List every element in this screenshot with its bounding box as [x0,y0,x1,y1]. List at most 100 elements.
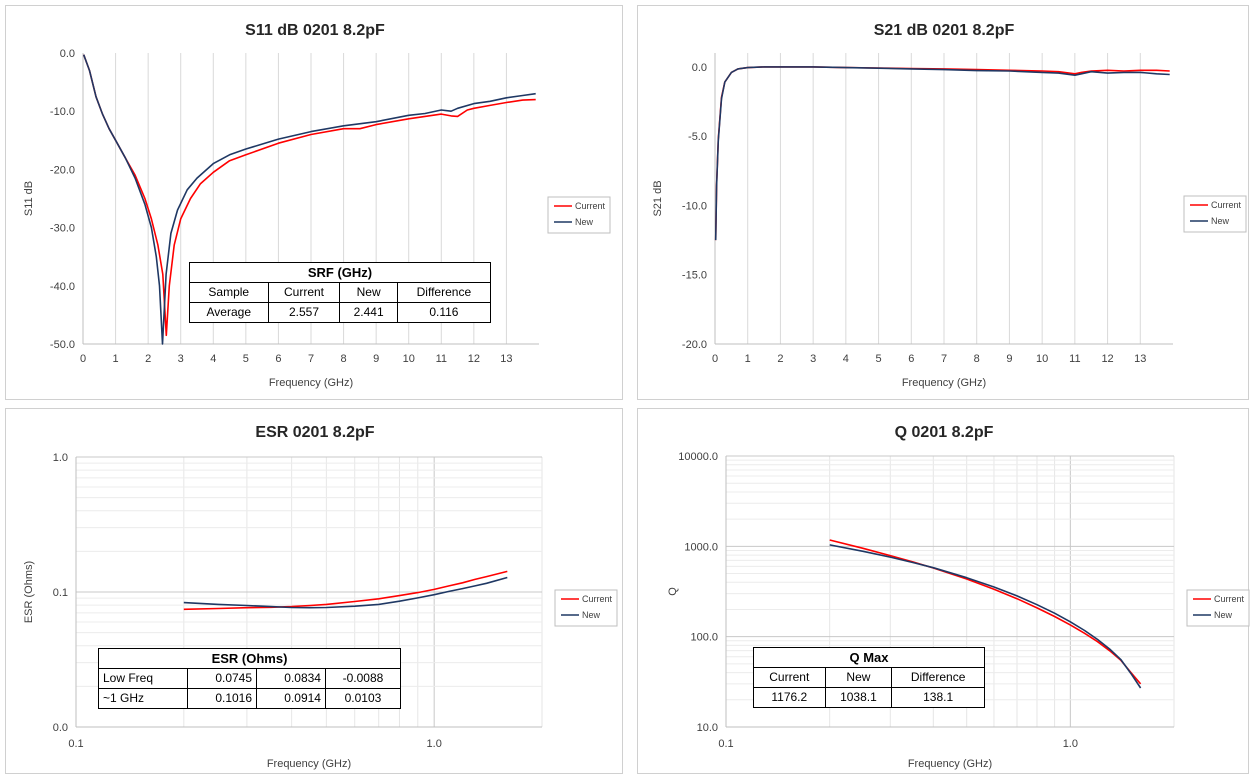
q-y-tick-label: 100.0 [690,632,718,644]
s21-x-axis-label: Frequency (GHz) [902,377,986,389]
chart-panel-s21: S21 dB 0201 8.2pF 0 1 2 3 4 5 6 7 8 9 10 11 12 13 0.0 -5… [637,5,1249,400]
q-chart: Q 0201 8.2pF 0.1 1.0 10000.0 1000.0 100.0 10.0… [667,424,1250,770]
s21-legend: Current New [1183,195,1247,233]
s21-series-line-new [714,66,1170,241]
s21-y-axis-label: S21 dB [652,180,664,216]
chart-panel-q: Q 0201 8.2pF 0.1 1.0 10000.0 1000.0 100.0 10.0… [637,408,1250,774]
s21-x-tick-label: 4 [843,353,849,365]
q-y-tick-label: 10.0 [697,722,718,734]
srf-table: SRF (GHz) Sample Current New Difference … [189,262,492,323]
esr-y-tick-label: 1.0 [53,452,68,464]
q-x-tick-label: 0.1 [718,738,733,750]
esr-legend-label-new: New [582,610,601,620]
esr-series-line-current [183,570,508,611]
esr-table-title: ESR (Ohms) [98,648,401,669]
qmax-cell-current: 1176.2 [753,687,826,708]
s11-x-tick-label: 3 [178,353,184,365]
s21-legend-label-current: Current [1211,200,1242,210]
s21-y-tick-label: 0.0 [692,62,707,74]
s21-x-tick-label: 7 [941,353,947,365]
s11-y-tick-label: 0.0 [60,48,75,60]
qmax-cell-difference: 138.1 [891,687,985,708]
esr-series-line-new [183,576,508,609]
s11-x-tick-label: 8 [341,353,347,365]
s11-x-tick-label: 4 [210,353,216,365]
s11-x-tick-label: 0 [80,353,86,365]
q-legend-label-new: New [1214,610,1233,620]
esr-cell: 0.0834 [256,668,326,689]
s21-y-tick-label: -20.0 [682,339,707,351]
chart-panel-esr: ESR 0201 8.2pF 0.1 1.0 1.0 0.1 0.0 Frequency (… [5,408,623,774]
s11-x-axis-label: Frequency (GHz) [269,377,353,389]
esr-row-label: ~1 GHz [97,688,189,709]
srf-cell-new: 2.441 [339,302,398,323]
qmax-header-current: Current [753,667,826,688]
esr-cell: 0.1016 [187,688,258,709]
q-legend: Current New [1186,589,1250,627]
esr-legend-label-current: Current [582,594,613,604]
srf-cell-current: 2.557 [267,302,341,323]
s21-x-tick-label: 1 [745,353,751,365]
q-legend-label-current: Current [1214,594,1245,604]
esr-legend: Current New [554,589,618,627]
s11-series-line-new [82,54,536,345]
esr-x-tick-label: 1.0 [427,738,442,750]
srf-header-difference: Difference [396,282,492,303]
q-x-tick-label: 1.0 [1063,738,1078,750]
s21-y-tick-label: -5.0 [688,131,707,143]
s21-x-tick-label: 6 [908,353,914,365]
s11-x-tick-label: 10 [403,353,415,365]
s11-legend-label-current: Current [575,201,606,211]
q-y-tick-label: 10000.0 [678,451,718,463]
s11-y-tick-label: -30.0 [50,223,75,235]
qmax-cell-new: 1038.1 [824,687,893,708]
s11-x-tick-label: 12 [468,353,480,365]
srf-header-current: Current [267,282,341,303]
s11-y-tick-label: -50.0 [50,339,75,351]
esr-cell: 0.0103 [324,688,402,709]
s11-y-tick-label: -40.0 [50,281,75,293]
s21-x-tick-label: 10 [1036,353,1048,365]
s21-y-tick-label: -10.0 [682,200,707,212]
s21-title: S21 dB 0201 8.2pF [874,22,1015,39]
s11-legend: Current New [547,196,611,234]
s11-y-tick-label: -20.0 [50,164,75,176]
s21-x-tick-label: 0 [712,353,718,365]
s11-x-tick-label: 6 [275,353,281,365]
s11-y-tick-label: -10.0 [50,106,75,118]
qmax-table: Q Max Current New Difference 1176.2 1038… [753,647,985,708]
srf-cell-difference: 0.116 [396,302,492,323]
s11-legend-label-new: New [575,217,594,227]
s21-x-tick-label: 5 [876,353,882,365]
chart-panel-s11: S11 dB 0201 8.2pF 0 1 2 3 4 5 6 7 8 9 10 11 12 13 0.0 -1… [5,5,623,400]
s21-y-tick-label: -15.0 [682,270,707,282]
q-y-axis-label: Q [667,587,679,596]
s11-x-tick-label: 13 [500,353,512,365]
s11-x-tick-label: 1 [113,353,119,365]
s21-series-line-current [714,66,1170,241]
q-title: Q 0201 8.2pF [895,424,994,441]
esr-cell: 0.0745 [187,668,258,689]
qmax-header-new: New [824,667,893,688]
s11-x-tick-label: 2 [145,353,151,365]
q-x-axis-label: Frequency (GHz) [908,758,992,770]
esr-cell: -0.0088 [324,668,402,689]
s21-x-tick-label: 9 [1006,353,1012,365]
srf-header-sample: Sample [189,282,269,303]
s11-x-tick-label: 9 [373,353,379,365]
q-legend-box [1186,589,1250,627]
s21-x-tick-label: 8 [974,353,980,365]
esr-cell: 0.0914 [256,688,326,709]
esr-legend-box [554,589,618,627]
qmax-table-title: Q Max [753,647,985,668]
esr-y-tick-label: 0.1 [53,587,68,599]
srf-table-title: SRF (GHz) [189,262,491,283]
esr-row-label: Low Freq [97,668,189,689]
esr-x-axis-label: Frequency (GHz) [267,758,351,770]
esr-y-axis-label: ESR (Ohms) [23,561,35,623]
esr-title: ESR 0201 8.2pF [255,424,374,441]
q-series-line-current [829,539,1142,685]
